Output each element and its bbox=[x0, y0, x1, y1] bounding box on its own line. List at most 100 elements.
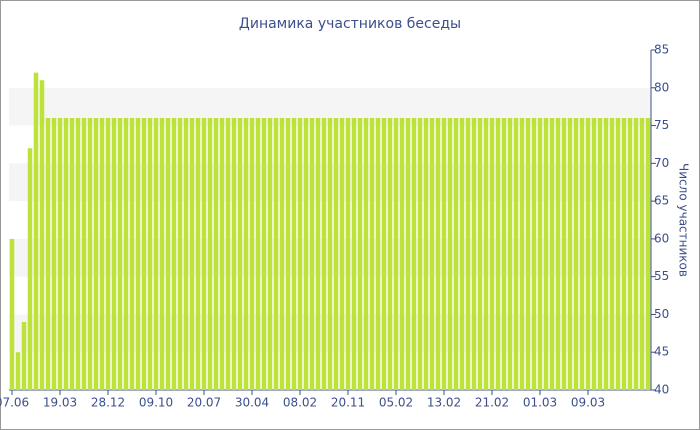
bar bbox=[567, 118, 573, 390]
bar bbox=[489, 118, 495, 390]
bar bbox=[303, 118, 309, 390]
bar bbox=[225, 118, 231, 390]
y-tick-label: 45 bbox=[654, 345, 669, 359]
bar bbox=[261, 118, 267, 390]
bar bbox=[393, 118, 399, 390]
bar bbox=[639, 118, 645, 390]
bar bbox=[357, 118, 363, 390]
bar bbox=[285, 118, 291, 390]
bar bbox=[159, 118, 165, 390]
x-tick-label: 19.03 bbox=[43, 396, 77, 410]
bar bbox=[501, 118, 507, 390]
y-tick-label: 75 bbox=[654, 118, 669, 132]
bar bbox=[207, 118, 213, 390]
bar bbox=[165, 118, 171, 390]
bar bbox=[237, 118, 243, 390]
bar bbox=[141, 118, 147, 390]
x-tick-label: 20.07 bbox=[187, 396, 221, 410]
x-tick-label: 08.02 bbox=[283, 396, 317, 410]
bar bbox=[195, 118, 201, 390]
bar bbox=[369, 118, 375, 390]
bar bbox=[519, 118, 525, 390]
bar bbox=[555, 118, 561, 390]
x-tick-label: 09.10 bbox=[139, 396, 173, 410]
bar bbox=[465, 118, 471, 390]
bar bbox=[549, 118, 555, 390]
bar bbox=[57, 118, 63, 390]
bar bbox=[153, 118, 159, 390]
bar bbox=[75, 118, 81, 390]
bar bbox=[27, 148, 33, 390]
bar bbox=[99, 118, 105, 390]
bar bbox=[255, 118, 261, 390]
bar bbox=[123, 118, 129, 390]
bar bbox=[39, 80, 45, 390]
x-tick-label: 28.12 bbox=[91, 396, 125, 410]
bar bbox=[537, 118, 543, 390]
bar bbox=[405, 118, 411, 390]
x-tick-label: 09.03 bbox=[571, 396, 605, 410]
bar bbox=[189, 118, 195, 390]
bar bbox=[447, 118, 453, 390]
x-tick-label: 07.06 bbox=[0, 396, 29, 410]
bar bbox=[507, 118, 513, 390]
bar bbox=[345, 118, 351, 390]
bar bbox=[327, 118, 333, 390]
bar bbox=[213, 118, 219, 390]
bar bbox=[93, 118, 99, 390]
bar bbox=[483, 118, 489, 390]
bar bbox=[231, 118, 237, 390]
y-tick-label: 50 bbox=[654, 307, 669, 321]
bar bbox=[525, 118, 531, 390]
bar bbox=[633, 118, 639, 390]
bar bbox=[411, 118, 417, 390]
bar bbox=[429, 118, 435, 390]
y-tick-label: 40 bbox=[654, 383, 669, 397]
bar bbox=[645, 118, 651, 390]
bar bbox=[69, 118, 75, 390]
bar bbox=[147, 118, 153, 390]
bar bbox=[321, 118, 327, 390]
x-tick-label: 21.02 bbox=[475, 396, 509, 410]
bar bbox=[267, 118, 273, 390]
bar bbox=[573, 118, 579, 390]
y-axis-label: Число участников bbox=[677, 163, 691, 277]
bar bbox=[471, 118, 477, 390]
bar bbox=[495, 118, 501, 390]
bar bbox=[249, 118, 255, 390]
x-tick-label: 13.02 bbox=[427, 396, 461, 410]
chart-title: Динамика участников беседы bbox=[239, 16, 461, 32]
bar bbox=[87, 118, 93, 390]
bar bbox=[15, 352, 21, 390]
bar bbox=[417, 118, 423, 390]
bar bbox=[627, 118, 633, 390]
y-tick-label: 65 bbox=[654, 194, 669, 208]
bar bbox=[315, 118, 321, 390]
bar bbox=[291, 118, 297, 390]
bar bbox=[615, 118, 621, 390]
bar bbox=[351, 118, 357, 390]
bar bbox=[597, 118, 603, 390]
y-tick-label: 70 bbox=[654, 156, 669, 170]
y-tick-label: 80 bbox=[654, 80, 669, 94]
bar bbox=[45, 118, 51, 390]
y-tick-label: 55 bbox=[654, 269, 669, 283]
bar bbox=[129, 118, 135, 390]
bar bbox=[435, 118, 441, 390]
bar bbox=[363, 118, 369, 390]
bar bbox=[81, 118, 87, 390]
bar bbox=[9, 238, 15, 390]
x-tick-label: 20.11 bbox=[331, 396, 365, 410]
x-tick-label: 05.02 bbox=[379, 396, 413, 410]
bar bbox=[603, 118, 609, 390]
bar bbox=[105, 118, 111, 390]
bar bbox=[477, 118, 483, 390]
bar bbox=[111, 118, 117, 390]
bar bbox=[423, 118, 429, 390]
bar bbox=[609, 118, 615, 390]
bar bbox=[171, 118, 177, 390]
bar bbox=[279, 118, 285, 390]
bar bbox=[513, 118, 519, 390]
bar bbox=[333, 118, 339, 390]
